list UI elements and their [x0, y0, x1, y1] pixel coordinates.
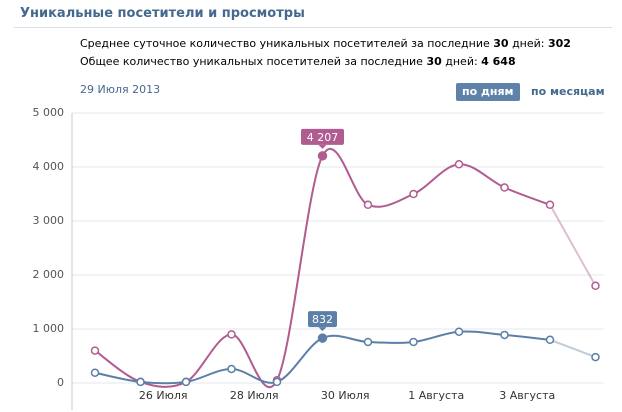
- title: Уникальные посетители и просмотры: [20, 6, 305, 21]
- point: [591, 352, 600, 362]
- point: [317, 333, 328, 343]
- point: [409, 189, 418, 199]
- value-label-box: [301, 128, 344, 145]
- y-tick-label: 2 000: [33, 268, 65, 281]
- stat-text: дней:: [512, 37, 545, 50]
- y-tick-label: 3 000: [33, 214, 65, 227]
- point: [90, 346, 100, 355]
- date-label: 29 Июля 2013: [80, 83, 161, 96]
- point: [363, 200, 373, 210]
- series-line-tail: [549, 338, 596, 359]
- stat-value: 302: [547, 37, 571, 50]
- tab-months[interactable]: по месяцам: [531, 85, 605, 98]
- point: [545, 200, 555, 210]
- series-line-tail: [549, 204, 597, 287]
- value-label: 4 207: [307, 131, 339, 144]
- value-label: 832: [312, 313, 333, 326]
- tab-days[interactable]: по дням: [456, 83, 520, 101]
- stat-value: 4 648: [481, 55, 516, 68]
- point: [272, 377, 282, 387]
- stat-text: дней:: [445, 55, 478, 68]
- point: [181, 377, 191, 387]
- stat-days: 30: [493, 37, 509, 50]
- point: [227, 364, 236, 374]
- stat-text: Общее количество уникальных посетителей …: [80, 55, 423, 68]
- stat-days: 30: [426, 55, 442, 68]
- y-tick-label: 1 000: [33, 322, 65, 335]
- point: [454, 160, 464, 169]
- value-label-pointer: [318, 327, 327, 332]
- y-tick-label: 0: [57, 376, 64, 389]
- series-line: [94, 147, 551, 389]
- point: [136, 377, 145, 387]
- stat-text: Среднее суточное количество уникальных п…: [80, 37, 490, 50]
- point: [500, 183, 509, 192]
- x-tick-label: 30 Июля: [321, 389, 370, 402]
- x-tick-label: 26 Июля: [139, 389, 188, 402]
- y-tick-label: 4 000: [33, 160, 65, 173]
- point: [545, 335, 555, 345]
- divider: [14, 27, 612, 28]
- point: [454, 327, 464, 336]
- point: [363, 337, 373, 347]
- point: [90, 368, 100, 377]
- value-label-box: [308, 311, 337, 328]
- point: [227, 330, 236, 339]
- stat-line: Общее количество уникальных посетителей …: [80, 55, 516, 68]
- point: [409, 337, 418, 347]
- value-label-pointer: [318, 144, 327, 149]
- x-tick-label: 1 Августа: [408, 389, 464, 402]
- point: [500, 330, 509, 340]
- y-tick-label: 5 000: [33, 106, 65, 119]
- stat-line: Среднее суточное количество уникальных п…: [80, 37, 571, 50]
- x-tick-label: 28 Июля: [230, 389, 279, 402]
- point: [591, 281, 600, 291]
- x-tick-label: 3 Августа: [499, 389, 555, 402]
- point: [317, 151, 328, 161]
